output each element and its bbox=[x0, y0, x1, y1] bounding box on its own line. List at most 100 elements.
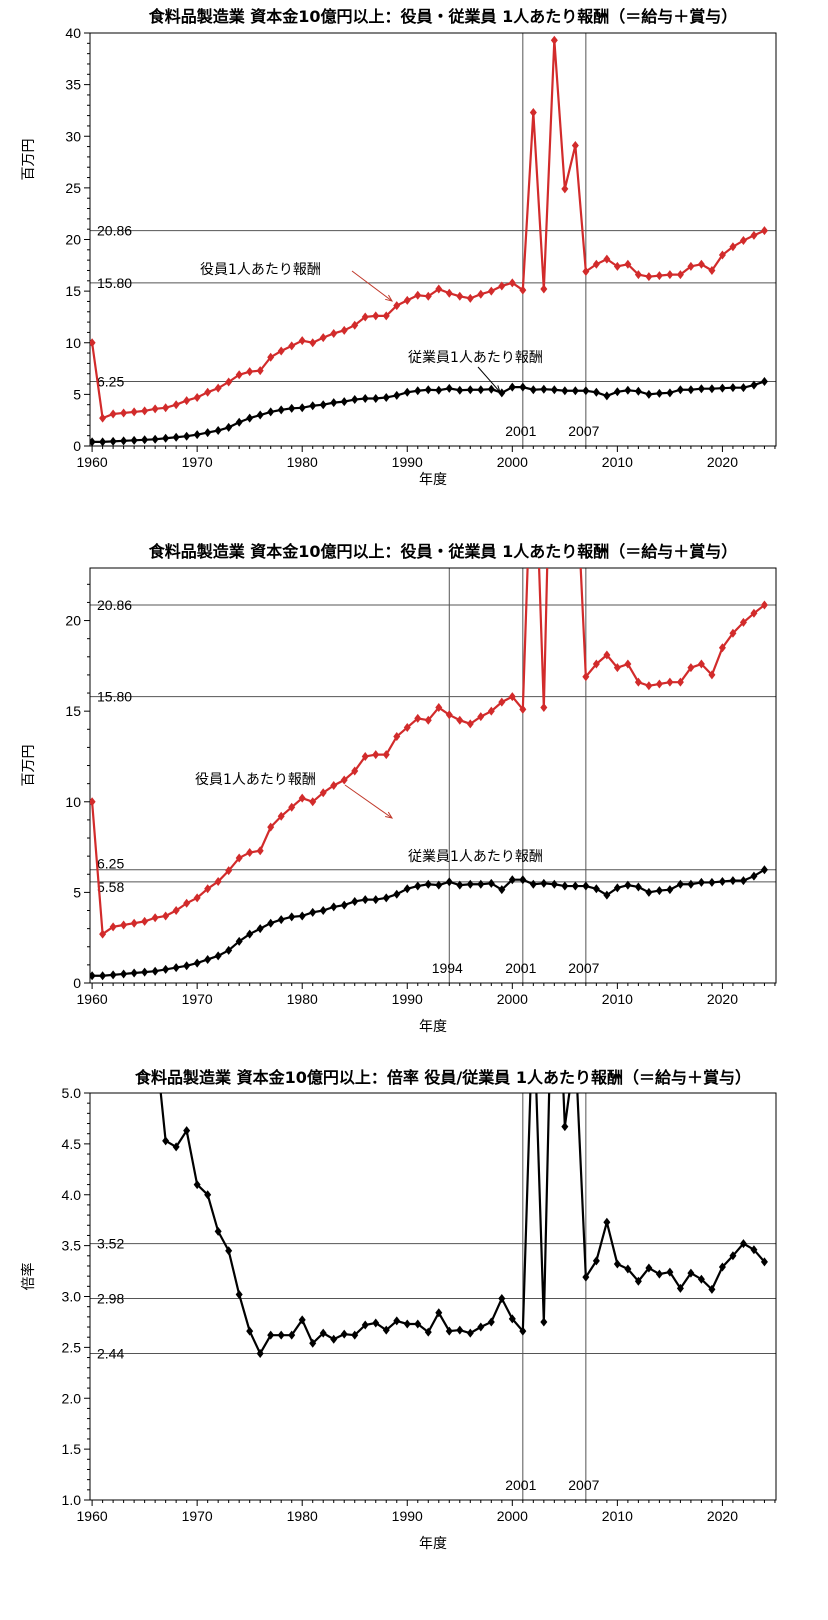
x-tick-label: 1970 bbox=[182, 454, 213, 470]
data-point-employee bbox=[760, 865, 768, 875]
data-point-employee bbox=[288, 912, 296, 922]
data-point-employee bbox=[529, 385, 537, 395]
data-point-employee bbox=[204, 954, 212, 964]
plot-frame bbox=[89, 1092, 777, 1501]
data-point-ratio bbox=[466, 1328, 474, 1338]
data-point-executive bbox=[697, 259, 705, 269]
data-point-ratio bbox=[540, 1317, 548, 1327]
data-point-executive bbox=[519, 704, 527, 714]
data-point-executive bbox=[624, 659, 632, 669]
data-point-ratio bbox=[750, 1245, 758, 1255]
data-point-employee bbox=[120, 969, 128, 979]
data-point-executive bbox=[655, 679, 663, 689]
data-point-employee bbox=[361, 394, 369, 404]
annotation-label: 従業員1人あたり報酬 bbox=[408, 849, 543, 865]
data-point-executive bbox=[109, 409, 117, 419]
x-tick-label: 2020 bbox=[707, 1508, 738, 1524]
data-point-employee bbox=[351, 896, 359, 906]
data-point-ratio bbox=[697, 1274, 705, 1284]
data-point-executive bbox=[456, 291, 464, 301]
data-point-executive bbox=[498, 697, 506, 707]
data-point-executive bbox=[351, 320, 359, 330]
data-point-executive bbox=[109, 922, 117, 932]
data-point-employee bbox=[403, 387, 411, 397]
data-point-ratio bbox=[319, 1328, 327, 1338]
data-point-employee bbox=[424, 385, 432, 395]
data-point-executive bbox=[172, 400, 180, 410]
y-tick-label: 0 bbox=[73, 438, 81, 454]
data-point-ratio bbox=[361, 1320, 369, 1330]
data-point-ratio bbox=[225, 1246, 233, 1256]
data-point-ratio bbox=[141, 1020, 148, 1029]
data-point-ratio bbox=[613, 1259, 621, 1269]
data-point-ratio bbox=[340, 1329, 348, 1339]
data-point-ratio bbox=[256, 1348, 264, 1358]
data-point-employee bbox=[382, 893, 390, 903]
data-point-ratio bbox=[519, 1326, 527, 1336]
vertical-marker-label: 2007 bbox=[568, 960, 599, 976]
data-point-executive bbox=[572, 451, 579, 460]
data-point-employee bbox=[267, 407, 275, 417]
data-point-employee bbox=[487, 384, 495, 394]
data-point-executive bbox=[319, 788, 327, 798]
data-point-ratio bbox=[288, 1330, 296, 1340]
data-point-employee bbox=[225, 945, 233, 955]
data-point-employee bbox=[687, 879, 695, 889]
data-point-employee bbox=[99, 437, 107, 446]
y-tick-label: 15 bbox=[65, 283, 81, 299]
reference-line-label: 6.25 bbox=[97, 373, 124, 389]
data-point-employee bbox=[130, 435, 138, 445]
data-point-executive bbox=[393, 732, 401, 742]
data-point-employee bbox=[414, 881, 422, 891]
data-point-employee bbox=[90, 437, 96, 446]
data-point-employee bbox=[634, 882, 642, 892]
y-tick-label: 4.0 bbox=[62, 1187, 82, 1203]
data-point-ratio bbox=[708, 1284, 716, 1294]
data-point-executive bbox=[361, 312, 369, 322]
data-point-employee bbox=[256, 410, 264, 420]
data-point-executive bbox=[183, 396, 191, 406]
data-point-employee bbox=[319, 906, 327, 916]
data-point-executive bbox=[309, 797, 317, 807]
data-point-employee bbox=[456, 385, 464, 395]
data-point-ratio bbox=[372, 1318, 380, 1328]
x-tick-label: 1980 bbox=[287, 1508, 318, 1524]
data-point-employee bbox=[477, 385, 485, 395]
data-point-employee bbox=[561, 881, 569, 891]
data-point-employee bbox=[603, 391, 611, 401]
data-point-executive bbox=[750, 608, 758, 618]
data-point-employee bbox=[592, 387, 600, 397]
data-point-executive bbox=[445, 710, 453, 720]
data-point-ratio bbox=[603, 1217, 611, 1227]
y-tick-label: 2.5 bbox=[62, 1339, 82, 1355]
data-point-executive bbox=[309, 338, 317, 348]
data-point-executive bbox=[666, 677, 674, 687]
data-point-executive bbox=[99, 413, 107, 423]
data-point-executive bbox=[414, 290, 422, 300]
data-point-employee bbox=[172, 963, 180, 973]
y-tick-label: 1.5 bbox=[62, 1441, 82, 1457]
x-axis-label: 年度 bbox=[419, 472, 447, 488]
data-point-executive bbox=[162, 911, 170, 921]
data-point-executive bbox=[162, 403, 170, 413]
data-point-executive bbox=[225, 377, 233, 387]
series-line-executive bbox=[91, 568, 766, 937]
x-tick-label: 2020 bbox=[707, 454, 738, 470]
y-tick-label: 5.0 bbox=[62, 1085, 82, 1101]
reference-line-label: 6.25 bbox=[97, 856, 124, 872]
data-point-executive bbox=[508, 278, 516, 288]
data-point-executive bbox=[267, 822, 275, 832]
data-point-executive bbox=[561, 184, 569, 194]
data-point-executive bbox=[624, 259, 632, 269]
data-point-executive bbox=[246, 848, 254, 858]
data-point-ratio bbox=[309, 1338, 317, 1348]
data-point-employee bbox=[414, 386, 422, 396]
data-point-employee bbox=[99, 971, 107, 981]
data-point-employee bbox=[739, 383, 747, 393]
data-point-employee bbox=[403, 884, 411, 894]
data-point-executive bbox=[613, 663, 621, 673]
x-tick-label: 1990 bbox=[392, 454, 423, 470]
data-point-ratio bbox=[298, 1315, 306, 1325]
chart-title: 食料品製造業 資本金10億円以上：役員・従業員 1人あたり報酬（＝給与＋賞与） bbox=[148, 7, 738, 26]
data-point-ratio bbox=[477, 1322, 485, 1332]
